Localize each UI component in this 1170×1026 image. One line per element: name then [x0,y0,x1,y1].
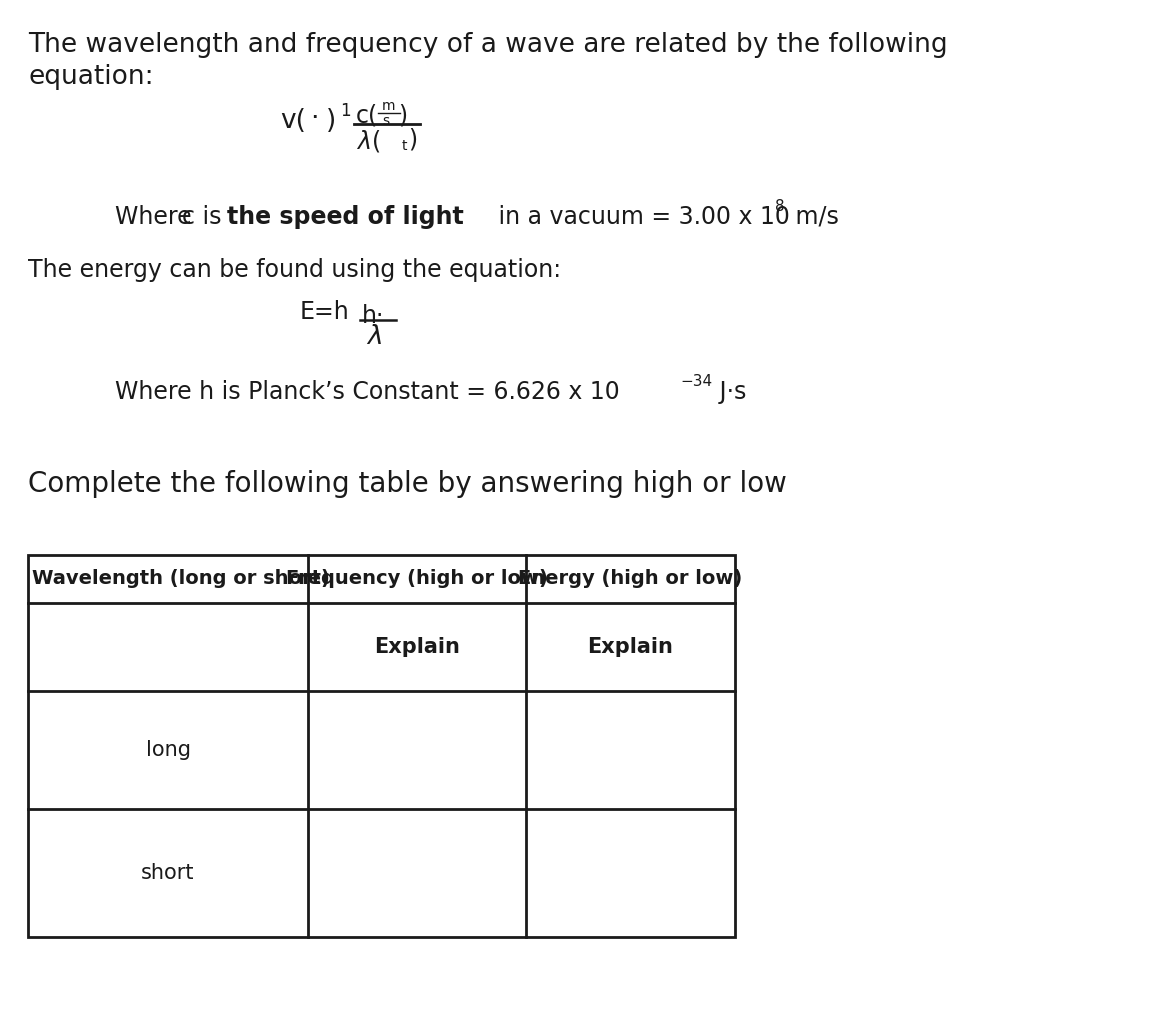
Text: in a vacuum = 3.00 x 10: in a vacuum = 3.00 x 10 [491,205,790,229]
Text: Wavelength (long or short): Wavelength (long or short) [32,569,330,589]
Text: The wavelength and frequency of a wave are related by the following: The wavelength and frequency of a wave a… [28,32,948,58]
Text: The energy can be found using the equation:: The energy can be found using the equati… [28,258,562,282]
Text: Complete the following table by answering high or low: Complete the following table by answerin… [28,470,787,498]
Text: ·: · [310,106,318,132]
Text: 1: 1 [340,102,351,120]
Text: ): ) [398,104,407,128]
Text: is: is [195,205,229,229]
Text: m: m [381,98,395,113]
Text: Where: Where [115,205,199,229]
Text: Where h is Planck’s Constant = 6.626 x 10: Where h is Planck’s Constant = 6.626 x 1… [115,380,620,404]
Text: short: short [142,863,194,883]
Text: J·s: J·s [713,380,746,404]
Text: equation:: equation: [28,64,153,90]
Text: $\lambda$: $\lambda$ [366,324,383,350]
Text: s: s [381,114,390,128]
Bar [28,555,735,937]
Text: Frequency (high or low): Frequency (high or low) [285,569,548,589]
Text: ): ) [408,128,418,152]
Text: −34: −34 [680,374,713,389]
Text: long: long [145,740,191,760]
Text: Energy (high or low): Energy (high or low) [518,569,743,589]
Text: v(: v( [280,108,305,134]
Text: t: t [402,139,407,153]
Text: m/s: m/s [789,205,839,229]
Text: Explain: Explain [587,637,674,657]
Text: Explain: Explain [374,637,460,657]
Text: 8: 8 [775,199,785,214]
Text: the speed of light: the speed of light [227,205,463,229]
Text: c: c [183,205,195,229]
Text: E=h: E=h [300,300,350,324]
Text: c(: c( [356,104,378,128]
Text: $\lambda$(: $\lambda$( [356,128,380,154]
Text: ): ) [326,108,336,134]
Text: h·: h· [362,304,385,328]
